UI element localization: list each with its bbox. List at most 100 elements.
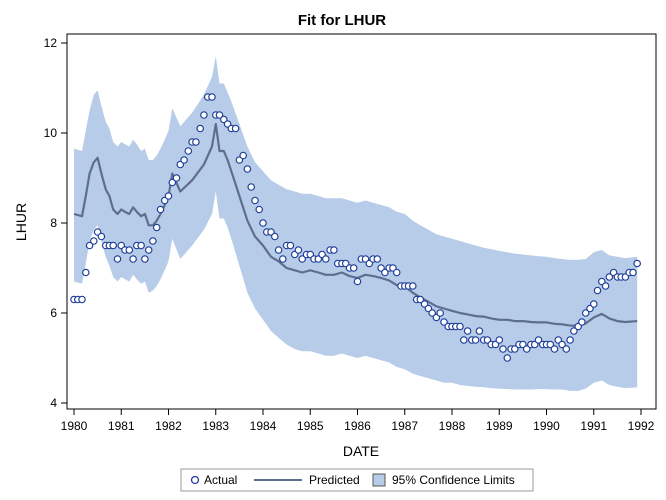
x-tick-label: 1992 [628,419,655,433]
actual-point [349,264,358,272]
actual-point [200,111,208,119]
x-axis-label: DATE [343,443,379,459]
actual-point [259,219,267,227]
actual-point [270,232,279,241]
y-tick-label: 12 [44,36,58,50]
actual-point [172,174,181,182]
actual-point [321,255,330,263]
actual-point [141,255,149,263]
predicted-line [73,122,638,327]
actual-point [152,223,161,232]
legend-confidence-label: 95% Confidence Limits [392,473,515,487]
actual-point [605,273,614,281]
actual-point [629,268,637,277]
actual-point [184,147,193,155]
y-tick-label: 4 [50,396,57,410]
actual-point [562,345,571,353]
actual-point [192,138,200,146]
actual-point [428,309,437,317]
actual-point [298,255,307,263]
actual-point [129,255,137,263]
y-tick-label: 10 [44,126,58,140]
actual-point [109,241,118,250]
actual-point [286,241,295,250]
actual-point [566,336,574,344]
actual-point [144,246,153,254]
actual-point [97,232,106,241]
actual-point [239,151,248,160]
actual-point [247,183,256,191]
actual-point [381,268,389,277]
x-tick-label: 1986 [344,419,371,433]
actual-point [589,300,598,308]
legend: Actual Predicted 95% Confidence Limits [180,468,534,492]
actual-point [570,327,578,335]
actual-point [601,282,610,290]
actual-point [534,336,543,344]
actual-point [164,192,173,200]
plot-frame [66,33,657,410]
actual-point [82,268,90,277]
legend-confidence-swatch [372,473,386,487]
x-tick-label: 1980 [61,419,88,433]
x-tick-label: 1989 [486,419,513,433]
confidence-band-layer [74,56,638,391]
x-tick-label: 1982 [155,419,182,433]
actual-point [353,277,362,286]
legend-actual-marker [190,475,200,485]
x-tick-label: 1988 [439,419,466,433]
actual-point [633,259,642,268]
y-tick-label: 8 [50,216,57,230]
actual-point [495,336,504,344]
actual-point [90,237,98,245]
confidence-band [74,56,638,391]
x-tick-label: 1990 [533,419,560,433]
actual-point [471,336,480,344]
actual-point [416,295,425,304]
actual-point [243,165,252,173]
actual-point [463,327,472,335]
actual-point [231,124,240,133]
actual-point [522,345,531,353]
actual-point [125,246,134,254]
actual-point [113,255,122,263]
x-tick-label: 1985 [297,419,324,433]
y-axis-label: LHUR [13,203,29,241]
actual-point [510,345,519,353]
actual-points-layer [70,93,642,362]
y-tick-label: 6 [50,306,57,320]
actual-point [436,309,445,317]
actual-point [392,268,401,277]
actual-point [550,345,559,353]
actual-point [78,295,86,304]
actual-point [180,156,188,164]
actual-point [208,93,216,101]
actual-point [251,196,259,205]
legend-frame [180,468,534,492]
x-tick-label: 1991 [580,419,607,433]
actual-point [593,286,602,295]
actual-point [278,255,287,263]
actual-point [475,327,484,335]
actual-point [503,354,512,362]
actual-point [456,322,464,331]
actual-point [168,178,177,187]
actual-point [85,241,94,250]
predicted-line-layer [73,122,638,327]
actual-point [499,345,507,353]
actual-point [149,237,157,245]
actual-point [294,246,303,254]
x-tick-label: 1984 [250,419,277,433]
actual-point [255,205,264,214]
legend-actual-label: Actual [204,473,237,487]
actual-point [546,340,555,349]
actual-point [330,246,338,254]
actual-point [408,282,417,290]
legend-predicted-label: Predicted [309,473,360,487]
y-axis: 4 6 8 10 12 [44,36,67,410]
actual-point [578,318,586,326]
actual-point [215,111,224,119]
actual-point [440,318,448,326]
actual-point [581,309,590,317]
